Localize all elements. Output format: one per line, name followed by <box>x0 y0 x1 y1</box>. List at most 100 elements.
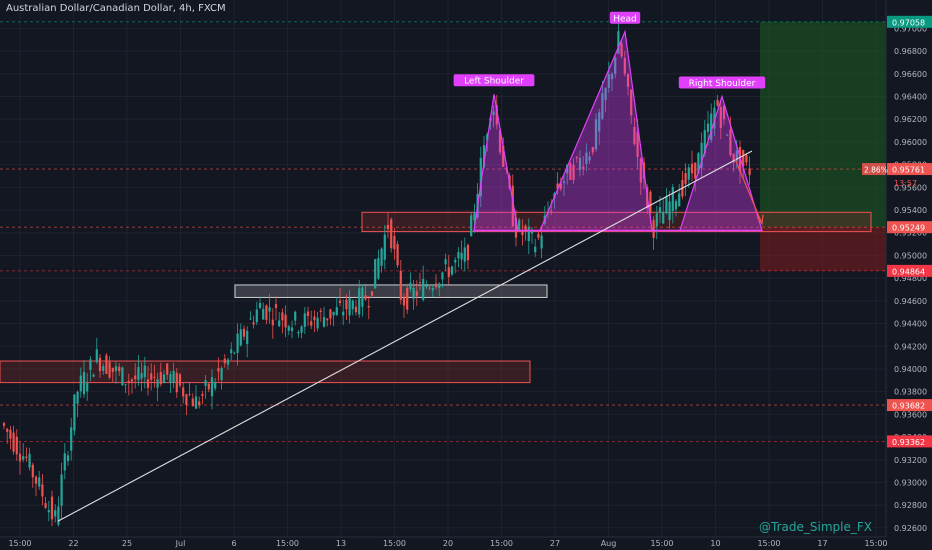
candle-body <box>626 73 630 87</box>
candle-body <box>415 291 418 296</box>
x-tick-label: 20 <box>443 539 453 548</box>
projection-arrow-line <box>734 158 763 224</box>
x-tick-label: 13 <box>336 539 346 548</box>
candle-body <box>322 317 326 327</box>
x-tick-label: 15:00 <box>383 539 406 548</box>
candle-body <box>281 312 284 321</box>
candle-body <box>479 157 482 197</box>
candle-body <box>428 287 431 289</box>
candle-body <box>418 282 422 284</box>
candle-body <box>540 235 543 249</box>
candle-body <box>473 212 476 221</box>
candle-body <box>422 279 425 300</box>
candle-body <box>524 225 527 231</box>
candle-body <box>383 234 386 260</box>
candle-body <box>662 212 665 224</box>
candle-body <box>665 197 668 214</box>
candle-body <box>495 105 498 125</box>
y-tick-label: 0.93200 <box>894 456 927 465</box>
x-tick-label: 27 <box>550 539 560 548</box>
candle-body <box>588 156 591 161</box>
candle-body <box>521 230 524 236</box>
candle-body <box>668 201 671 221</box>
candle-body <box>76 391 79 404</box>
price-tag-bg <box>887 15 932 28</box>
candle-body <box>569 163 572 180</box>
y-tick-label: 0.96400 <box>894 93 927 102</box>
y-tick-label: 0.92800 <box>894 501 927 510</box>
candle-body <box>742 149 745 167</box>
candle-body <box>444 259 447 265</box>
candle-body <box>70 427 73 451</box>
candle-body <box>153 376 156 378</box>
price-tag-label: 0.94864 <box>892 267 925 276</box>
candle-body <box>649 191 652 214</box>
candle-body <box>460 252 463 260</box>
price-tag-bg <box>887 435 932 448</box>
candle-body <box>310 321 313 326</box>
candle-body <box>217 368 220 372</box>
y-tick-label: 0.94000 <box>894 365 927 374</box>
candle-body <box>354 306 358 313</box>
candle-body <box>610 73 614 80</box>
candle-body <box>300 326 303 333</box>
x-tick-label: 25 <box>122 539 132 548</box>
candle-body <box>150 373 153 380</box>
candle-body <box>690 163 694 174</box>
candle-body <box>28 453 31 468</box>
candle-body <box>556 183 559 189</box>
candle-body <box>105 355 108 374</box>
pattern-label-bg <box>678 76 766 89</box>
candle-body <box>255 309 258 323</box>
candle-body <box>79 375 82 392</box>
candle-body <box>447 267 450 278</box>
candle-body <box>585 152 588 164</box>
x-tick-label: 22 <box>68 539 78 548</box>
candle-body <box>710 113 713 140</box>
candle-body <box>34 476 38 484</box>
candle-body <box>511 185 514 227</box>
candle-body <box>226 359 230 365</box>
candle-body <box>492 111 495 115</box>
price-tag-label: 0.95249 <box>892 224 925 233</box>
candle-body <box>92 374 95 377</box>
candle-body <box>463 247 466 262</box>
candle-body <box>370 291 374 296</box>
candle-body <box>732 153 735 163</box>
pattern-label: Right Shoulder <box>689 79 756 89</box>
candle-body <box>2 423 6 426</box>
candle-body <box>306 311 310 317</box>
candle-body <box>230 349 233 354</box>
price-tag-label: 0.95761 <box>892 166 925 175</box>
change-tag-bg <box>862 163 886 176</box>
candle-body <box>620 43 623 57</box>
candle-body <box>623 57 626 74</box>
candle-body <box>434 283 438 288</box>
price-tag-bg <box>887 399 932 412</box>
x-tick-label: Jul <box>175 539 186 548</box>
candle-body <box>316 317 319 329</box>
candle-body <box>127 380 130 384</box>
candle-body <box>326 318 329 321</box>
candle-body <box>313 316 316 321</box>
projection-arrow-head <box>756 214 764 226</box>
candle-body <box>338 300 342 304</box>
candle-body <box>162 374 166 383</box>
candle-body <box>66 455 70 461</box>
candle-body <box>735 150 738 161</box>
candle-body <box>258 303 262 308</box>
y-tick-label: 0.94400 <box>894 320 927 329</box>
x-tick-label: Aug <box>601 539 617 548</box>
y-tick-label: 0.93000 <box>894 479 927 488</box>
candle-body <box>470 215 473 236</box>
candle-body <box>393 235 396 250</box>
candle-body <box>572 164 575 181</box>
candle-body <box>505 168 508 169</box>
candle-body <box>726 135 729 136</box>
trendline <box>57 150 753 522</box>
candle-body <box>537 233 540 238</box>
candle-body <box>137 367 140 381</box>
candle-body <box>335 307 338 315</box>
grid-lines <box>0 0 886 537</box>
